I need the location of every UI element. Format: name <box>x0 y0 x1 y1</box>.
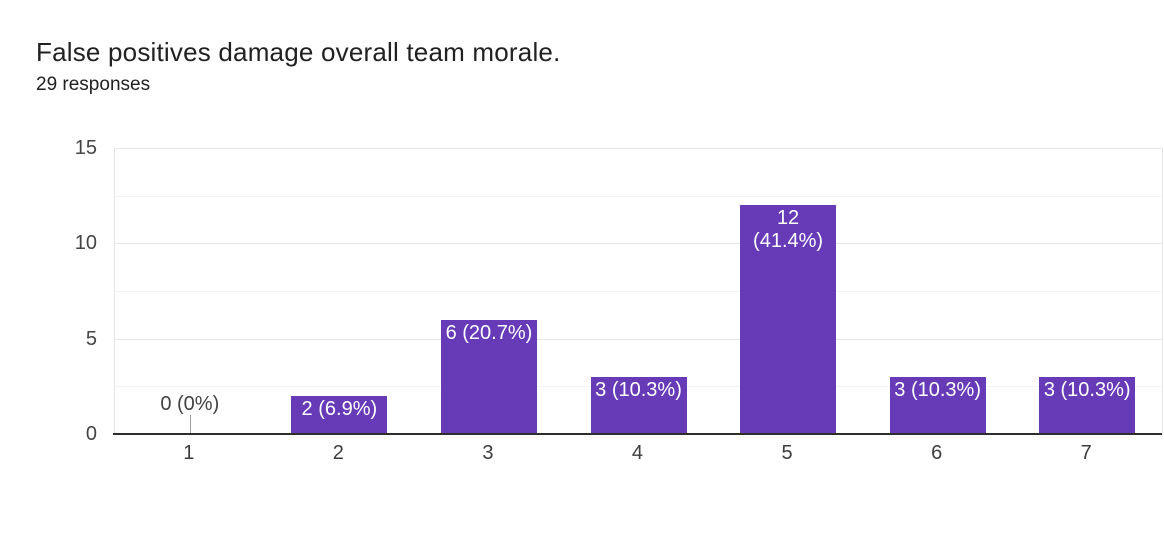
bar-category-4: 3 (10.3%) <box>590 376 687 434</box>
bar-value-label-line: 3 (10.3%) <box>595 378 682 401</box>
x-axis-label: 6 <box>931 442 943 464</box>
y-axis-label: 10 <box>74 232 97 255</box>
bar-value-label-line: 3 (10.3%) <box>894 378 981 401</box>
y-axis-label: 0 <box>85 423 97 445</box>
major-gridline <box>115 148 1162 149</box>
bar-value-label: 6 (20.7%) <box>441 320 537 345</box>
x-axis-label: 7 <box>1080 442 1092 464</box>
bar-value-label-line: 2 (6.9%) <box>301 397 378 420</box>
question-title: False positives damage overall team mora… <box>36 37 561 67</box>
x-axis-label: 5 <box>781 442 793 464</box>
y-axis-label: 5 <box>85 327 97 350</box>
y-axis: 0 5 10 15 <box>0 138 97 444</box>
bar-value-label: 3 (10.3%) <box>1039 377 1135 402</box>
bar-category-5: 12 (41.4%) <box>740 205 837 434</box>
x-axis-label: 4 <box>631 442 644 464</box>
x-axis: 1 2 3 4 5 6 7 <box>114 442 1161 468</box>
bar-category-7: 3 (10.3%) <box>1039 376 1136 434</box>
bar-category-2: 2 (6.9%) <box>291 395 388 434</box>
zero-value-label: 0 (0%) <box>160 393 220 415</box>
major-gridline <box>115 243 1162 245</box>
bar-value-label-line: 12 <box>776 207 800 230</box>
bar-category-6: 3 (10.3%) <box>889 376 986 434</box>
response-count: 29 responses <box>36 74 151 95</box>
bar-value-label-line: 3 (10.3%) <box>1043 378 1131 401</box>
zero-value-tick <box>189 415 191 434</box>
bar-value-label: 12 (41.4%) <box>740 205 836 253</box>
bar-value-label: 3 (10.3%) <box>591 377 687 402</box>
plot-area: 0 (0%) 2 (6.9%) 6 (20.7%) 3 (10.3%) 12 (41.4%… <box>114 148 1163 434</box>
bar-value-label-line: 6 (20.7%) <box>445 321 533 344</box>
major-gridline <box>115 338 1162 340</box>
minor-gridline <box>115 291 1162 292</box>
x-axis-label: 2 <box>332 442 344 464</box>
bar-value-label: 2 (6.9%) <box>291 396 387 421</box>
x-axis-baseline <box>113 433 1162 435</box>
bar-value-label-line: (41.4%) <box>753 230 824 253</box>
minor-gridline <box>115 195 1162 197</box>
y-axis-label: 15 <box>74 137 97 159</box>
bar-category-3: 6 (20.7%) <box>440 319 537 434</box>
bar-value-label: 3 (10.3%) <box>890 377 986 402</box>
x-axis-label: 3 <box>482 442 494 464</box>
x-axis-label: 1 <box>183 442 195 464</box>
